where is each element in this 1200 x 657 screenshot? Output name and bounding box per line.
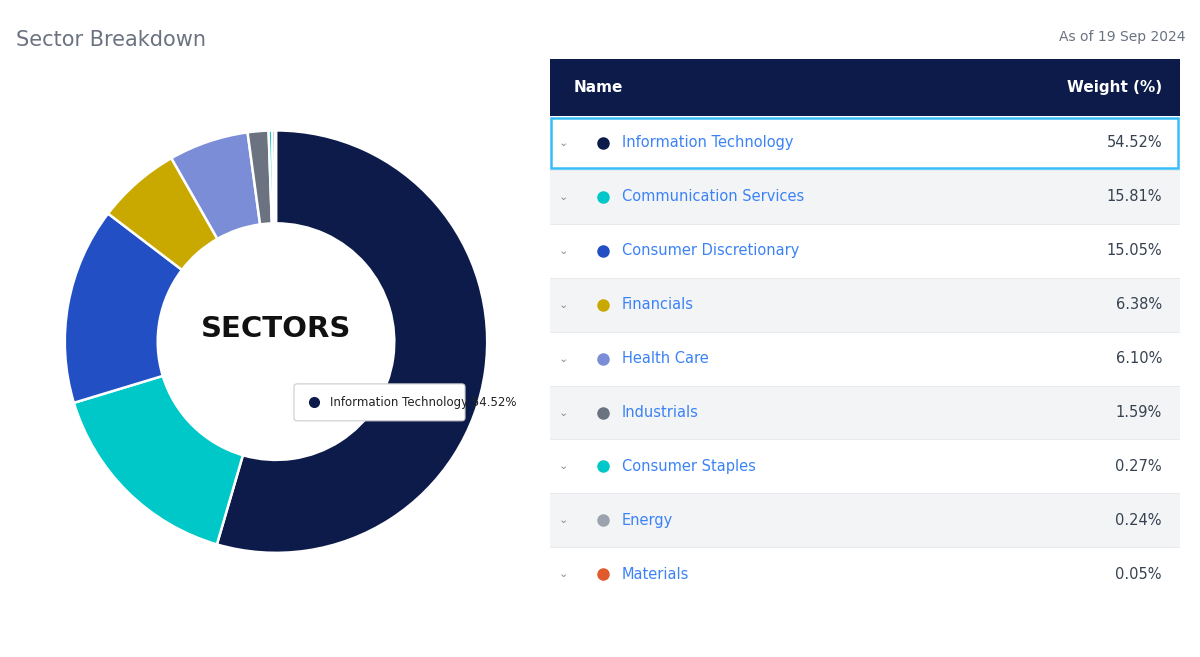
Text: 15.05%: 15.05% [1106, 243, 1162, 258]
Text: Financials: Financials [622, 297, 694, 312]
Text: 6.38%: 6.38% [1116, 297, 1162, 312]
Text: ⌄: ⌄ [559, 300, 568, 309]
Wedge shape [172, 132, 260, 239]
Wedge shape [272, 131, 276, 223]
Text: Information Technology: Information Technology [622, 135, 793, 150]
Text: Sector Breakdown: Sector Breakdown [16, 30, 205, 49]
Text: ⌄: ⌄ [559, 461, 568, 472]
Text: 0.05%: 0.05% [1116, 567, 1162, 581]
Text: Industrials: Industrials [622, 405, 698, 420]
Text: Consumer Discretionary: Consumer Discretionary [622, 243, 799, 258]
Text: ⌄: ⌄ [559, 407, 568, 417]
Text: ⌄: ⌄ [559, 246, 568, 256]
Text: Health Care: Health Care [622, 351, 709, 366]
FancyBboxPatch shape [294, 384, 466, 421]
FancyBboxPatch shape [550, 386, 1180, 440]
Wedge shape [247, 131, 272, 225]
Wedge shape [108, 158, 217, 270]
Text: Name: Name [574, 80, 623, 95]
Text: ⌄: ⌄ [559, 353, 568, 363]
Text: ⌄: ⌄ [559, 138, 568, 148]
Wedge shape [74, 376, 242, 545]
Text: 15.81%: 15.81% [1106, 189, 1162, 204]
Text: As of 19 Sep 2024: As of 19 Sep 2024 [1060, 30, 1186, 43]
FancyBboxPatch shape [550, 493, 1180, 547]
FancyBboxPatch shape [550, 116, 1180, 170]
Text: Energy: Energy [622, 513, 673, 528]
Text: Materials: Materials [622, 567, 690, 581]
Wedge shape [269, 131, 274, 223]
Text: SECTORS: SECTORS [200, 315, 352, 343]
Text: Communication Services: Communication Services [622, 189, 804, 204]
Wedge shape [65, 214, 182, 403]
Text: ⌄: ⌄ [559, 569, 568, 579]
FancyBboxPatch shape [550, 547, 1180, 601]
FancyBboxPatch shape [550, 278, 1180, 332]
FancyBboxPatch shape [550, 440, 1180, 493]
FancyBboxPatch shape [550, 170, 1180, 224]
Wedge shape [217, 131, 487, 553]
FancyBboxPatch shape [550, 224, 1180, 278]
Text: ⌄: ⌄ [559, 192, 568, 202]
FancyBboxPatch shape [550, 332, 1180, 386]
Text: 0.24%: 0.24% [1116, 513, 1162, 528]
Text: 0.27%: 0.27% [1115, 459, 1162, 474]
Text: ⌄: ⌄ [559, 515, 568, 526]
Text: 54.52%: 54.52% [1106, 135, 1162, 150]
Text: Weight (%): Weight (%) [1067, 80, 1162, 95]
Text: 6.10%: 6.10% [1116, 351, 1162, 366]
FancyBboxPatch shape [550, 59, 1180, 116]
Text: Information Technology 54.52%: Information Technology 54.52% [330, 396, 516, 409]
Text: 1.59%: 1.59% [1116, 405, 1162, 420]
Text: Consumer Staples: Consumer Staples [622, 459, 756, 474]
